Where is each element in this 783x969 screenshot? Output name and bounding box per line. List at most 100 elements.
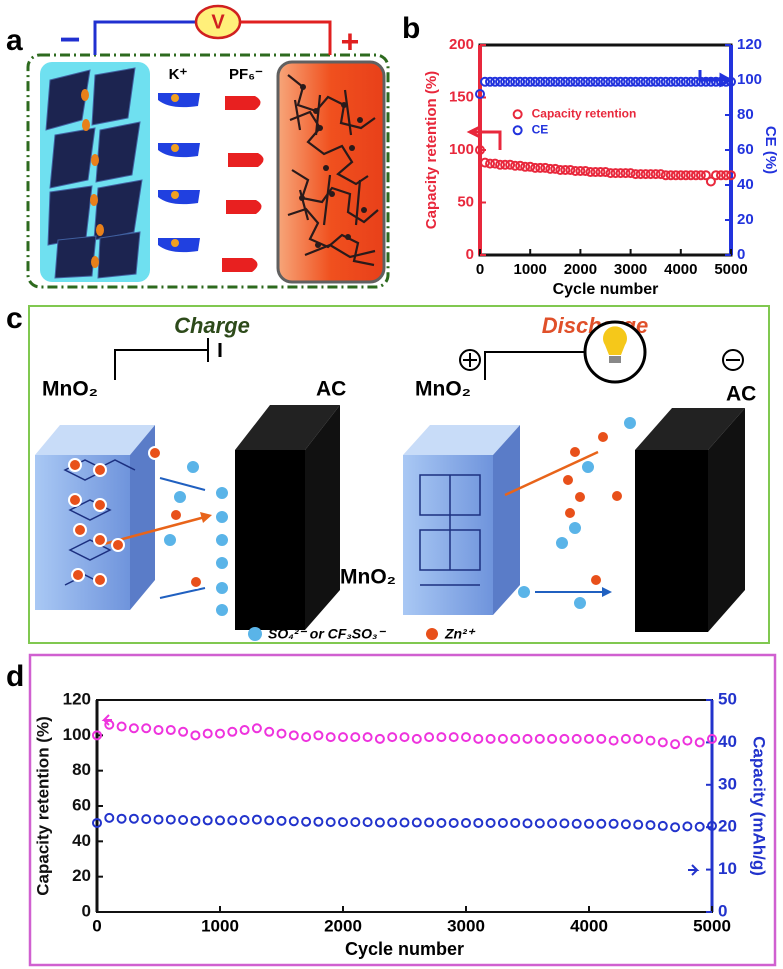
panel-c-g <box>419 474 481 586</box>
y2-axis-label: CE (%) <box>762 126 779 174</box>
data-point <box>92 817 102 828</box>
data-point <box>655 169 666 180</box>
panel-d-frame <box>28 653 777 967</box>
data-point <box>190 730 201 741</box>
data-point <box>325 817 336 828</box>
panel-a-g <box>81 89 104 268</box>
data-point <box>700 170 711 181</box>
panel-a-g-ellipse <box>91 154 99 166</box>
panel-a-g-polygon <box>45 69 91 131</box>
panel-a-g-circle <box>329 191 335 197</box>
data-point <box>590 76 601 87</box>
data-point <box>153 725 164 736</box>
data-point <box>694 737 705 748</box>
data-point <box>505 159 516 170</box>
data-point <box>104 812 115 823</box>
panel-c-g-circle <box>214 485 230 501</box>
panel-a-g-circle <box>313 108 319 114</box>
plus-sign: + <box>341 23 360 59</box>
data-point <box>584 818 594 829</box>
data-point <box>424 817 435 828</box>
data-point <box>313 816 324 827</box>
panel-c-g-circle <box>172 489 188 505</box>
data-point <box>615 168 626 179</box>
panel-c-g-circle <box>185 459 201 475</box>
pf6-ion-path <box>225 96 261 110</box>
data-point <box>178 726 189 737</box>
legend-marker <box>512 125 523 136</box>
panel-c-g-circle <box>573 490 587 504</box>
data-point <box>620 819 631 830</box>
data-point <box>720 76 731 87</box>
x-tick-label: 2000 <box>564 261 597 278</box>
y2-axis-label: Capacity (mAh/g) <box>750 736 769 876</box>
panel-a-g-circle <box>315 242 321 248</box>
data-point <box>560 76 571 87</box>
data-point <box>522 818 533 829</box>
panel-c-circle <box>426 628 438 640</box>
panel-c-rect <box>635 450 708 632</box>
data-point <box>633 819 644 830</box>
data-point <box>485 76 496 87</box>
panel-c-g-circle <box>561 473 575 487</box>
panel-a-polyline <box>93 20 196 55</box>
panel-c-g-circle <box>214 602 230 618</box>
data-point <box>153 814 164 825</box>
panel-c-polygon <box>708 408 745 632</box>
plot-frame <box>96 699 713 913</box>
x-tick-label: 0 <box>92 916 101 935</box>
panel-c-g-circle <box>73 523 87 537</box>
panel-a-g-circle <box>357 117 363 123</box>
data-point <box>338 732 348 743</box>
data-point <box>559 733 570 744</box>
data-point <box>682 821 693 832</box>
x-axis-label: Cycle number <box>345 939 464 959</box>
data-point <box>670 739 681 750</box>
data-point <box>475 89 485 99</box>
data-point <box>313 730 324 741</box>
data-point <box>165 725 176 736</box>
data-point <box>645 169 656 180</box>
panel-c-polygon <box>200 512 212 523</box>
data-point <box>500 159 511 170</box>
panel-c-g-circle <box>214 580 230 596</box>
data-point <box>640 76 651 87</box>
data-point <box>485 817 496 828</box>
data-point <box>480 157 491 168</box>
data-point <box>190 815 201 826</box>
data-point <box>705 76 716 87</box>
data-point <box>276 815 287 826</box>
data-point <box>630 76 641 87</box>
data-point <box>695 170 706 181</box>
data-point <box>575 76 586 87</box>
data-point <box>141 723 152 734</box>
panel-a-g-circle <box>299 195 305 201</box>
data-point <box>505 76 516 87</box>
electrode-label: AC <box>316 378 346 401</box>
y-tick-label: 100 <box>449 141 474 158</box>
panel-a-ellipse <box>194 4 242 40</box>
panel-c-g-circle <box>71 568 85 582</box>
data-point <box>399 732 410 743</box>
panel-c-g-circle <box>610 489 624 503</box>
data-point <box>608 735 619 746</box>
data-point <box>559 818 570 829</box>
data-point <box>633 733 644 744</box>
y2-tick-label: 10 <box>718 859 737 878</box>
panel-c-line <box>159 587 206 599</box>
data-point <box>227 726 238 737</box>
panel-c-g-circle <box>596 430 610 444</box>
data-point <box>534 818 545 829</box>
x-tick-label: 2000 <box>324 916 362 935</box>
data-point <box>399 817 410 828</box>
panel-c-rect <box>235 450 305 630</box>
y2-tick-label: 40 <box>737 176 754 193</box>
panel-c-g <box>162 415 638 618</box>
data-point <box>630 169 641 180</box>
panel-c-polygon <box>35 425 155 455</box>
data-point <box>374 733 385 744</box>
data-point <box>276 728 287 739</box>
data-point <box>710 170 721 181</box>
data-point <box>595 76 606 87</box>
y-tick-label: 100 <box>63 725 91 744</box>
